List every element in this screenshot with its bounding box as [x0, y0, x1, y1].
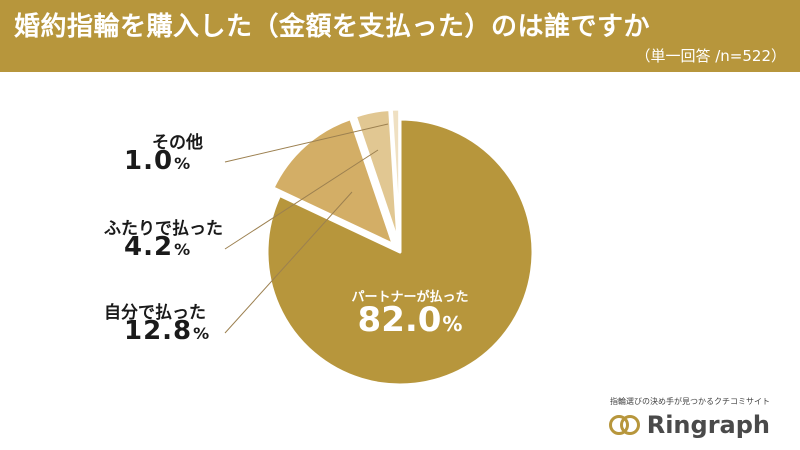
pie-slices: [265, 107, 535, 387]
leader-lines: [224, 123, 389, 334]
label-other-value: 1.0%: [124, 146, 190, 176]
label-self-value: 12.8%: [124, 316, 209, 346]
leader-line-together: [224, 149, 379, 250]
label-together-number: 4.2: [124, 232, 174, 262]
pie-slice-self: [271, 117, 395, 247]
label-self-unit: %: [193, 324, 210, 343]
label-other-number: 1.0: [124, 146, 174, 176]
label-together-value: 4.2%: [124, 232, 190, 262]
label-together-name: ふたりで払った: [104, 219, 223, 239]
label-main-unit: %: [442, 312, 463, 336]
brand-tagline: 指輪選びの決め手が見つかるクチコミサイト: [610, 397, 770, 406]
pie-slice-together: [353, 107, 400, 244]
rings-icon: [608, 415, 640, 435]
label-self-name: 自分で払った: [104, 303, 206, 323]
label-main-value: 82.0%: [345, 300, 475, 340]
label-other-name: その他: [152, 133, 203, 153]
label-main-name: パートナーが払った: [351, 290, 469, 305]
leader-line-other: [224, 123, 389, 163]
leader-line-self: [224, 191, 353, 334]
label-together-unit: %: [174, 240, 191, 259]
brand-name: Ringraph: [646, 411, 770, 439]
chart-subtitle: （単一回答 /n=522）: [635, 47, 786, 65]
pie-slice-partner: [265, 117, 535, 387]
label-self-number: 12.8: [124, 316, 193, 346]
title-banner: 婚約指輪を購入した（金額を支払った）のは誰ですか （単一回答 /n=522）: [0, 0, 800, 72]
pie-slice-other: [389, 107, 402, 244]
chart-title: 婚約指輪を購入した（金額を支払った）のは誰ですか: [14, 12, 651, 42]
label-other-unit: %: [174, 154, 191, 173]
brand-logo: Ringraph: [607, 410, 770, 440]
label-main-number: 82.0: [357, 300, 442, 340]
